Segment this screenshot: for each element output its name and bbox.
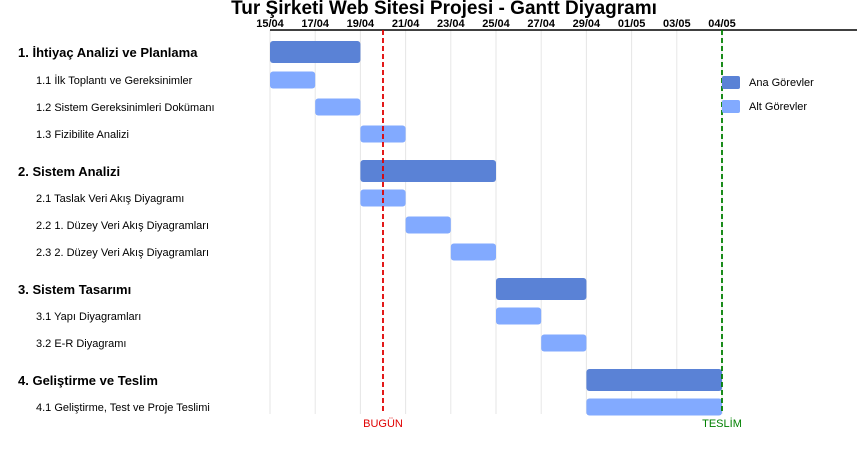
x-tick-label: 25/04 xyxy=(482,18,510,30)
main-task-bar xyxy=(360,160,496,182)
sub-task-bar xyxy=(450,243,496,261)
sub-task-label: 3.2 E-R Diyagramı xyxy=(36,338,126,350)
sub-task-bar xyxy=(496,307,542,325)
main-task-label: 1. İhtiyaç Analizi ve Planlama xyxy=(18,45,198,60)
sub-task-bar xyxy=(270,71,316,89)
x-tick-label: 01/05 xyxy=(618,18,646,30)
sub-task-label: 1.1 İlk Toplantı ve Gereksinimler xyxy=(36,74,193,87)
sub-task-bar xyxy=(315,98,361,116)
x-tick-label: 15/04 xyxy=(256,18,284,30)
legend-label: Alt Görevler xyxy=(749,101,807,113)
x-axis: 15/04 17/04 19/04 21/04 23/04 25/04 27/04 29/04… xyxy=(256,18,857,31)
x-tick-label: 04/05 xyxy=(708,18,736,30)
main-task-bar xyxy=(270,41,361,63)
legend: Ana Görevler Alt Görevler xyxy=(722,76,814,113)
sub-task-label: 2.1 Taslak Veri Akış Diyagramı xyxy=(36,193,184,205)
x-tick-label: 03/05 xyxy=(663,18,691,30)
task-bars xyxy=(270,41,722,416)
sub-task-label: 1.2 Sistem Gereksinimleri Dokümanı xyxy=(36,102,215,114)
x-tick-label: 23/04 xyxy=(437,18,465,30)
main-task-label: 4. Geliştirme ve Teslim xyxy=(18,373,158,388)
x-tick-label: 29/04 xyxy=(573,18,601,30)
sub-task-bar xyxy=(541,334,587,352)
marker-label: TESLİM xyxy=(702,417,742,430)
x-tick-label: 21/04 xyxy=(392,18,420,30)
sub-task-label: 2.2 1. Düzey Veri Akış Diyagramları xyxy=(36,220,209,232)
sub-task-bar xyxy=(586,398,722,416)
legend-label: Ana Görevler xyxy=(749,77,814,89)
main-task-label: 3. Sistem Tasarımı xyxy=(18,282,131,297)
main-task-bar xyxy=(586,369,722,391)
sub-task-label: 3.1 Yapı Diyagramları xyxy=(36,311,141,323)
sub-task-label: 4.1 Geliştirme, Test ve Proje Teslimi xyxy=(36,402,210,414)
x-tick-label: 17/04 xyxy=(301,18,329,30)
sub-task-label: 1.3 Fizibilite Analizi xyxy=(36,129,129,141)
legend-swatch xyxy=(722,100,740,113)
main-task-bar xyxy=(496,278,587,300)
sub-task-bar xyxy=(405,216,451,234)
legend-swatch xyxy=(722,76,740,89)
x-tick-label: 19/04 xyxy=(347,18,375,30)
x-tick-label: 27/04 xyxy=(527,18,555,30)
sub-task-label: 2.3 2. Düzey Veri Akış Diyagramları xyxy=(36,247,209,259)
marker-label: BUGÜN xyxy=(363,418,403,430)
task-labels: 1. İhtiyaç Analizi ve Planlama 1.1 İlk To… xyxy=(18,45,215,414)
grid-lines xyxy=(269,30,723,414)
main-task-label: 2. Sistem Analizi xyxy=(18,164,120,179)
chart-title: Tur Şirketi Web Sitesi Projesi - Gantt D… xyxy=(231,0,657,19)
date-markers: BUGÜN TESLİM xyxy=(363,30,742,430)
